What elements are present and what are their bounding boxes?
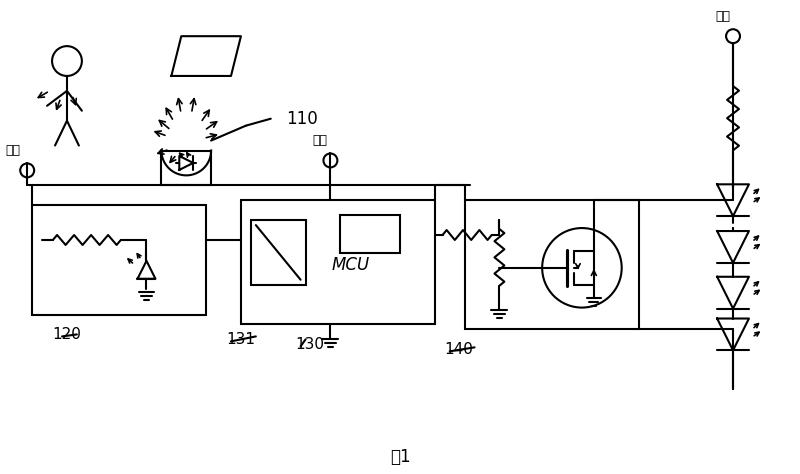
Text: 140: 140	[445, 342, 474, 357]
Text: 电源: 电源	[6, 144, 20, 157]
Bar	[241, 200, 434, 325]
Circle shape	[52, 46, 82, 76]
Circle shape	[20, 164, 34, 177]
Text: 131: 131	[226, 332, 255, 347]
Bar	[465, 200, 638, 329]
Text: 110: 110	[286, 109, 318, 128]
Circle shape	[323, 154, 338, 167]
Bar	[340, 215, 400, 253]
Text: 电源: 电源	[715, 10, 730, 23]
Circle shape	[726, 29, 740, 43]
Bar	[251, 220, 306, 285]
Text: 电源: 电源	[313, 134, 327, 147]
Bar	[162, 151, 211, 185]
Text: 130: 130	[296, 337, 325, 352]
Text: 120: 120	[52, 328, 81, 342]
Text: MCU: MCU	[331, 256, 370, 274]
Text: 图1: 图1	[390, 448, 410, 465]
Bar	[32, 205, 206, 315]
Circle shape	[542, 228, 622, 308]
